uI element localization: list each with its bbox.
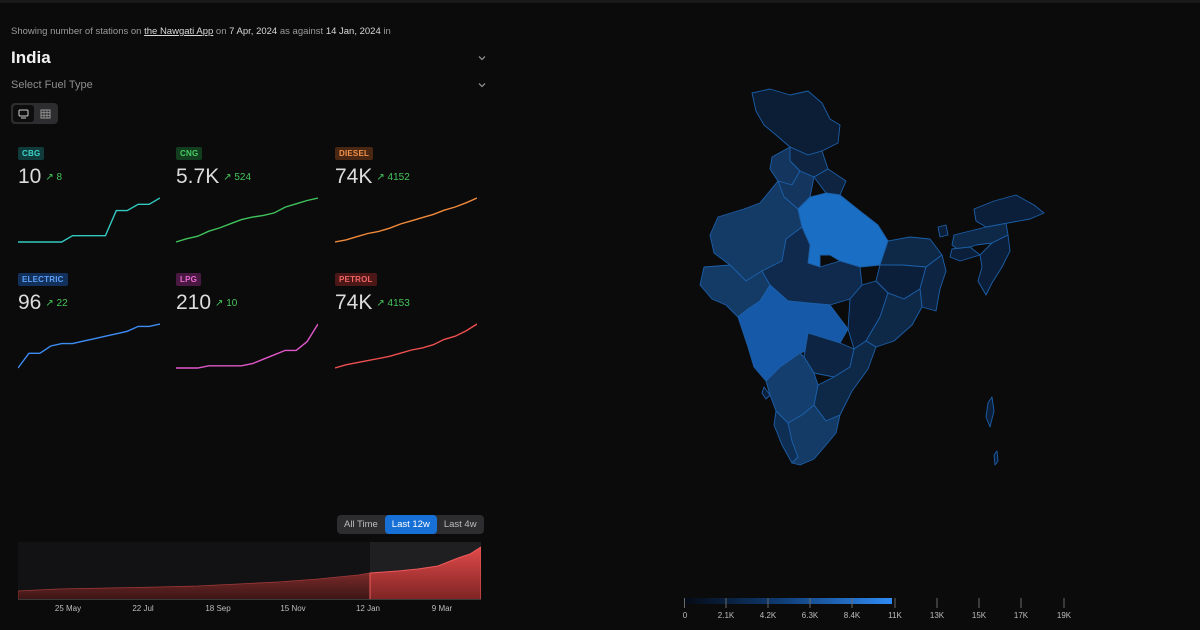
chevron-down-icon[interactable] [478,54,486,62]
fuel-card-diesel[interactable]: DIESEL 74K ↗ 4152 [335,143,485,253]
delta-value: ↗ 524 [223,172,252,183]
legend-tick: 17K [1013,611,1029,620]
table-view-button[interactable] [36,105,57,122]
state-arunachal[interactable] [973,194,1045,228]
legend-tick: 2.1K [717,611,735,620]
legend-tick: 6.3K [801,611,819,620]
fuel-badge: DIESEL [335,147,374,160]
x-tick: 12 Jan [355,604,381,613]
chevron-down-icon[interactable] [478,81,486,89]
region-selector[interactable]: India [11,48,51,67]
range-last-4w-button[interactable]: Last 4w [443,519,477,530]
state-uttarakhand[interactable] [813,168,847,196]
station-count: 5.7K [176,165,220,188]
view-toggle [11,103,58,124]
top-border [0,0,1200,3]
delta-value: ↗ 22 [45,298,68,309]
fuel-type-select[interactable]: Select Fuel Type [11,79,93,91]
monitor-icon [18,109,29,118]
station-count: 210 [176,291,212,314]
current-date: 7 Apr, 2024 [229,26,278,37]
fuel-card-electric[interactable]: ELECTRIC 96 ↗ 22 [18,269,168,379]
selected-area [369,546,481,600]
fuel-card-petrol[interactable]: PETROL 74K ↗ 4153 [335,269,485,379]
x-tick: 18 Sep [205,604,231,613]
state-maharashtra[interactable] [737,284,849,382]
range-all-time-button[interactable]: All Time [344,519,378,530]
trend-sparkline [335,323,477,369]
state-goa[interactable] [761,386,771,400]
range-last-12w-button[interactable]: Last 12w [384,515,437,534]
station-history-area-chart[interactable] [18,542,481,600]
fuel-badge: CBG [18,147,45,160]
fuel-badge: ELECTRIC [18,273,68,286]
station-count: 74K [335,165,373,188]
state-tamil-nadu[interactable] [787,404,841,466]
nawgati-app-link[interactable]: the Nawgati App [144,26,214,37]
fuel-badge: CNG [176,147,203,160]
legend-gradient [684,598,892,604]
legend-tick: 4.2K [759,611,777,620]
fuel-card-lpg[interactable]: LPG 210 ↗ 10 [176,269,326,379]
station-count: 74K [335,291,373,314]
india-choropleth-map[interactable] [690,85,1050,475]
nicobar-islands[interactable] [993,450,999,466]
fuel-card-cbg[interactable]: CBG 10 ↗ 8 [18,143,168,253]
x-tick: 9 Mar [431,604,453,613]
state-meghalaya[interactable] [949,246,981,262]
state-sikkim[interactable] [937,224,949,238]
trend-sparkline [176,197,318,243]
legend-tick: 13K [929,611,945,620]
delta-value: ↗ 4153 [376,298,410,309]
legend-tick: 0 [682,611,688,620]
station-count: 10 [18,165,42,188]
state-northeast-south[interactable] [977,234,1011,296]
delta-value: ↗ 10 [215,298,238,309]
fuel-badge: PETROL [335,273,377,286]
time-range-switch: All Time Last 12w Last 4w [337,515,484,534]
map-color-legend [684,598,1065,608]
table-icon [40,109,51,118]
data-summary: Showing number of stations on the Nawgat… [11,26,391,37]
legend-tick: 15K [971,611,987,620]
state-jammu-kashmir[interactable] [751,88,841,156]
delta-value: ↗ 4152 [376,172,410,183]
trend-sparkline [18,323,160,369]
x-tick: 22 Jul [132,604,154,613]
x-tick: 15 Nov [280,604,306,613]
trend-sparkline [18,197,160,243]
legend-tick: 19K [1056,611,1072,620]
legend-tick: 8.4K [843,611,861,620]
legend-tick: 11K [888,611,902,620]
compare-date: 14 Jan, 2024 [325,26,381,37]
chart-view-button[interactable] [13,105,34,122]
fuel-badge: LPG [176,273,202,286]
delta-value: ↗ 8 [45,172,63,183]
history-area [18,572,371,600]
andaman-islands[interactable] [985,396,995,428]
x-tick: 25 May [54,604,82,613]
state-uttar-pradesh[interactable] [797,192,889,268]
trend-sparkline [335,197,477,243]
fuel-card-cng[interactable]: CNG 5.7K ↗ 524 [176,143,326,253]
trend-sparkline [176,323,318,369]
state-karnataka[interactable] [765,352,819,424]
station-count: 96 [18,291,42,314]
